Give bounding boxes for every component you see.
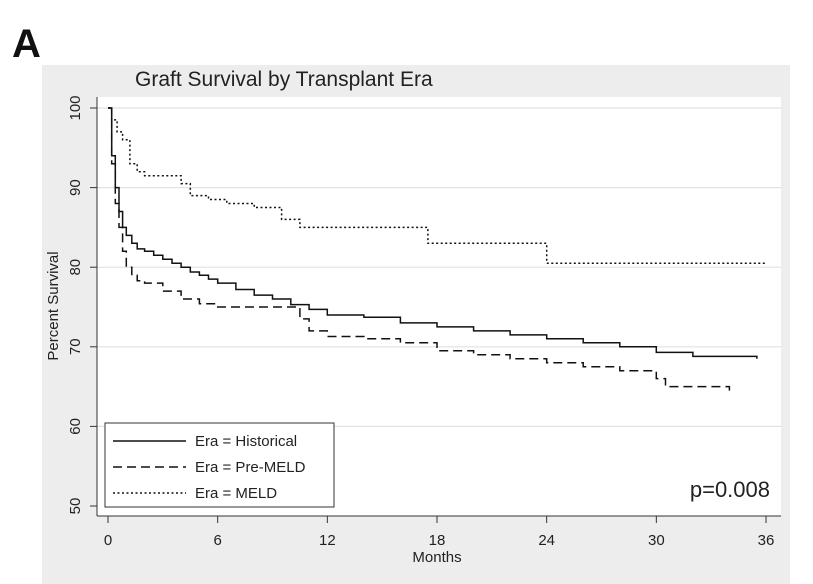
panel-label: A [12,22,41,66]
series-line-solid [108,107,758,359]
x-tick-label: 30 [648,532,665,549]
tick-labels: 50 60 70 80 90 100 0 6 12 18 24 30 36 [67,95,774,549]
x-tick-label: 18 [429,532,446,549]
legend: Era = Historical Era = Pre-MELD Era = MELD [104,422,335,508]
x-tick-label: 24 [538,532,555,549]
legend-label: Era = Pre-MELD [195,459,306,476]
x-tick-label: 36 [758,532,775,549]
x-axis-label: Months [412,549,461,566]
y-tick-label: 100 [67,95,84,120]
legend-box [104,422,335,508]
axes [90,97,781,523]
y-tick-label: 60 [67,418,84,435]
x-tick-label: 6 [213,532,221,549]
x-tick-label: 0 [104,532,112,549]
legend-label: Era = MELD [195,485,277,502]
y-tick-label: 70 [67,338,84,355]
p-value-annotation: p=0.008 [690,477,770,502]
gridlines [97,107,781,427]
chart-title: Graft Survival by Transplant Era [135,68,433,91]
legend-label: Era = Historical [195,433,297,450]
y-tick-label: 80 [67,259,84,276]
y-tick-label: 90 [67,179,84,196]
y-tick-label: 50 [67,498,84,515]
series-lines [108,107,766,391]
series-line-dashed [108,107,731,391]
x-tick-label: 12 [319,532,336,549]
y-axis-label: Percent Survival [45,251,62,360]
